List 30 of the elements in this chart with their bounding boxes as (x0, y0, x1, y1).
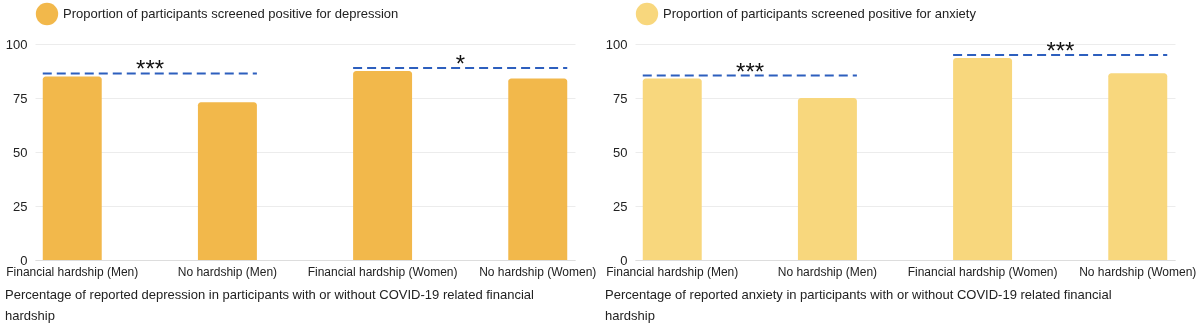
annotation: *** (136, 55, 165, 83)
y-tick-label: 25 (613, 198, 628, 214)
bar (353, 71, 413, 260)
legend-label: Proportion of participants screened positive for depression (63, 6, 399, 21)
y-tick-label: 25 (13, 198, 28, 214)
x-tick-label: Financial hardship (Women) (307, 264, 458, 279)
annotation: * (455, 50, 466, 77)
bar (797, 98, 857, 260)
bar (642, 78, 702, 260)
annotation: *** (1046, 37, 1075, 65)
x-tick-label: No hardship (Women) (479, 264, 597, 279)
bar (42, 76, 102, 260)
x-tick-label: No hardship (Women) (1079, 264, 1197, 279)
y-tick-label: 100 (5, 36, 28, 52)
y-tick-label: 75 (13, 90, 28, 106)
annotation: *** (736, 57, 765, 85)
bar (197, 102, 257, 260)
legend-label: Proportion of participants screened positive for anxiety (663, 6, 977, 21)
y-tick-label: 100 (605, 36, 628, 52)
y-tick-label: 50 (613, 144, 628, 160)
text: Percentage of reported anxiety in participants with or without COVID-19 related financial hardship (605, 287, 1112, 323)
x-tick-label: No hardship (Men) (777, 264, 878, 279)
x-tick-label: No hardship (Men) (177, 264, 278, 279)
bar (508, 78, 568, 260)
y-tick-label: 75 (613, 90, 628, 106)
y-tick-label: 50 (13, 144, 28, 160)
x-tick-label: Financial hardship (Women) (907, 264, 1058, 279)
bar (953, 58, 1013, 260)
bar (1108, 73, 1168, 260)
text: Percentage of reported depression in participants with or without COVID-19 related financial hardship (5, 287, 535, 323)
